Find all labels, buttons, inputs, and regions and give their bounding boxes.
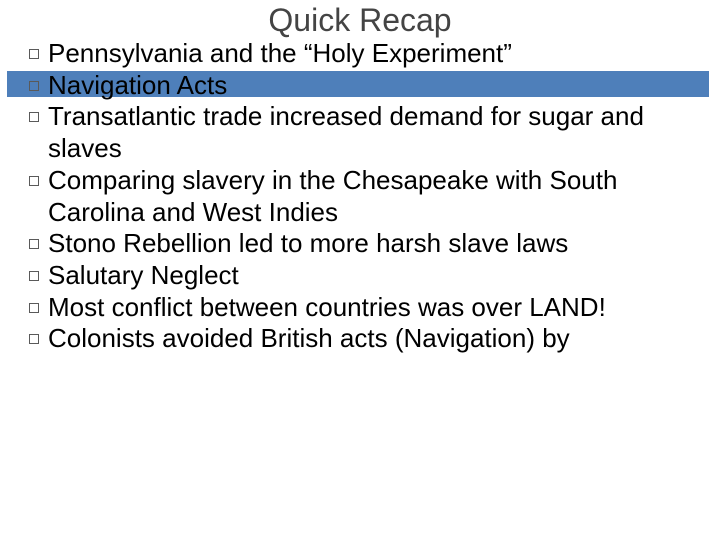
square-bullet-icon (29, 81, 39, 91)
list-item: Colonists avoided British acts (Navigati… (29, 323, 709, 355)
slide-title: Quick Recap (0, 2, 720, 39)
square-bullet-icon (29, 112, 39, 122)
square-bullet-icon (29, 303, 39, 313)
list-item-text: Most conflict between countries was over… (48, 292, 709, 324)
list-item-text: Stono Rebellion led to more harsh slave … (48, 228, 709, 260)
list-item-text: Pennsylvania and the “Holy Experiment” (48, 38, 709, 70)
slide: Quick Recap Pennsylvania and the “Holy E… (0, 0, 720, 540)
slide-content: Pennsylvania and the “Holy Experiment” N… (29, 38, 709, 355)
square-bullet-icon (29, 49, 39, 59)
list-item: Pennsylvania and the “Holy Experiment” (29, 38, 709, 70)
square-bullet-icon (29, 239, 39, 249)
list-item: Stono Rebellion led to more harsh slave … (29, 228, 709, 260)
list-item-text: Navigation Acts (48, 70, 709, 102)
list-item: Salutary Neglect (29, 260, 709, 292)
list-item: Comparing slavery in the Chesapeake with… (29, 165, 709, 228)
square-bullet-icon (29, 176, 39, 186)
list-item: Most conflict between countries was over… (29, 292, 709, 324)
square-bullet-icon (29, 271, 39, 281)
list-item: Transatlantic trade increased demand for… (29, 101, 709, 164)
square-bullet-icon (29, 334, 39, 344)
list-item-text: Transatlantic trade increased demand for… (48, 101, 709, 164)
list-item-text: Salutary Neglect (48, 260, 709, 292)
list-item: Navigation Acts (29, 70, 709, 102)
list-item-text: Colonists avoided British acts (Navigati… (48, 323, 709, 355)
list-item-text: Comparing slavery in the Chesapeake with… (48, 165, 709, 228)
